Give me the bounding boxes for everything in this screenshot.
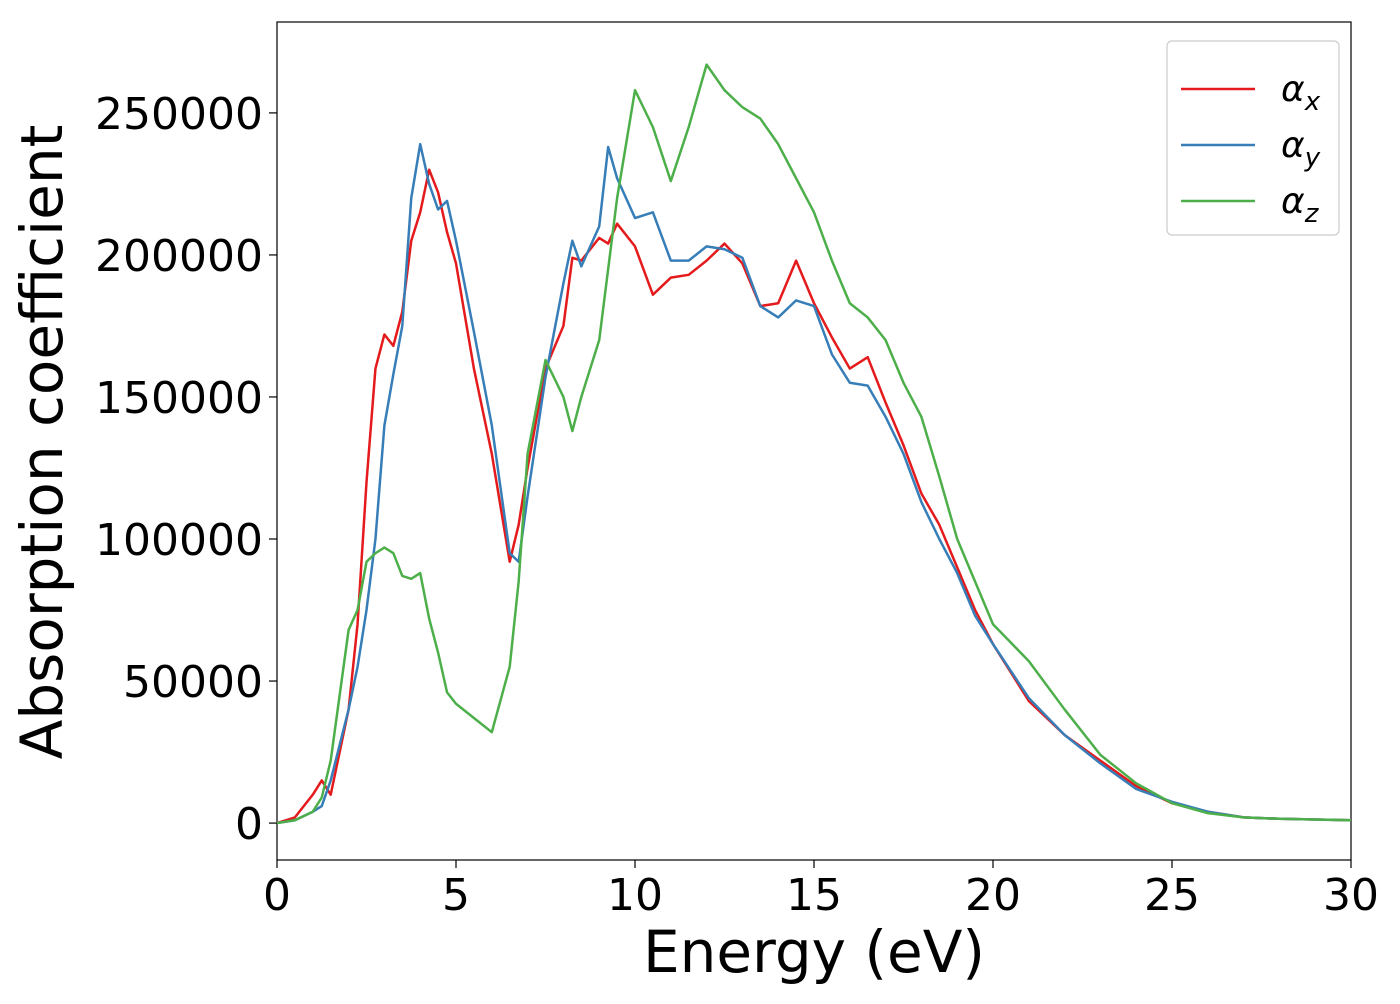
data-line: [276, 63, 1352, 825]
x-tick-label: 0: [263, 870, 291, 921]
y-tick-label: 200000: [95, 231, 263, 282]
y-tick-label: 50000: [123, 657, 263, 708]
y-tick-label: 150000: [95, 373, 263, 424]
y-tick-label: 100000: [95, 515, 263, 566]
x-tick-label: 15: [786, 870, 842, 921]
legend-label: αz: [1281, 181, 1320, 229]
legend-label: αy: [1281, 125, 1321, 173]
legend-label: αx: [1281, 69, 1321, 117]
x-tick-label: 20: [965, 870, 1021, 921]
y-axis-label: Absorption coefficient: [8, 125, 76, 760]
y-tick-label: 0: [235, 799, 263, 850]
data-line: [276, 168, 1352, 825]
x-tick-label: 10: [607, 870, 663, 921]
x-tick-label: 5: [442, 870, 470, 921]
x-tick-label: 30: [1323, 870, 1379, 921]
x-axis-label: Energy (eV): [643, 918, 985, 986]
data-line: [276, 142, 1352, 825]
x-tick-label: 25: [1144, 870, 1200, 921]
y-tick-label: 250000: [95, 89, 263, 140]
